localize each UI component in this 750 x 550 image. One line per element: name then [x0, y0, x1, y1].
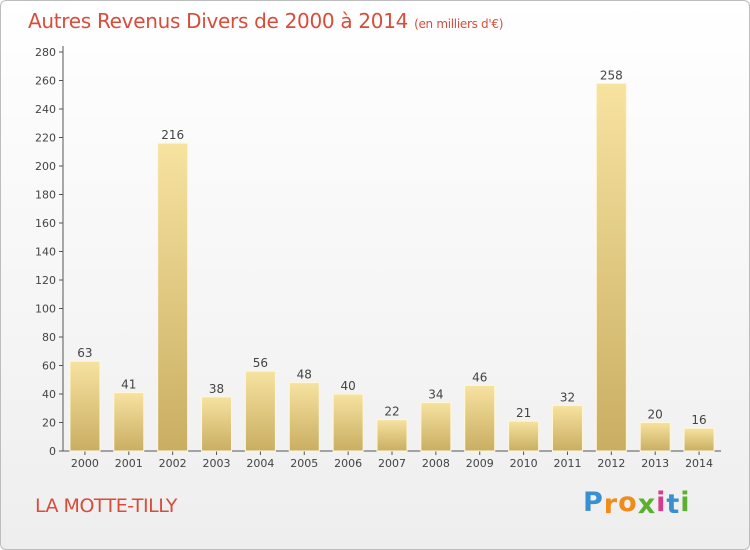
x-tick-label: 2010: [510, 457, 538, 470]
chart-title: Autres Revenus Divers de 2000 à 2014 (en …: [28, 9, 503, 33]
bar: [551, 404, 583, 452]
x-tick-label: 2001: [115, 457, 143, 470]
x-tick-label: 2009: [466, 457, 494, 470]
bar: [420, 402, 452, 452]
logo-letter: i: [656, 487, 667, 518]
y-tick-label: 160: [35, 217, 56, 230]
bar: [113, 392, 145, 452]
bar: [157, 142, 189, 452]
bar-value-label: 258: [600, 68, 623, 82]
bar-value-label: 32: [560, 390, 575, 404]
bar: [69, 360, 101, 452]
logo-letter: t: [666, 489, 681, 520]
location-name: LA MOTTE-TILLY: [35, 495, 177, 517]
chart-title-text: Autres Revenus Divers de 2000 à 2014: [28, 9, 409, 33]
bar: [508, 420, 540, 452]
chart-title-unit: (en milliers d'€): [414, 17, 504, 31]
y-tick-label: 80: [42, 331, 56, 344]
bar-value-label: 63: [77, 346, 92, 360]
x-tick-label: 2007: [378, 457, 406, 470]
bar: [244, 370, 276, 452]
bar: [464, 384, 496, 452]
bar-value-label: 46: [472, 370, 487, 384]
bar: [639, 422, 671, 452]
x-tick-label: 2003: [203, 457, 231, 470]
bar: [332, 393, 364, 452]
x-tick-label: 2013: [641, 457, 669, 470]
bar-value-label: 48: [297, 368, 312, 382]
y-tick-label: 20: [42, 417, 56, 430]
chart-bars: 63 41 216 38 56 48 40 22 34 46 21 32 258 20 16: [69, 68, 715, 452]
bar-value-label: 38: [209, 382, 224, 396]
bar: [595, 82, 627, 452]
bar-value-label: 40: [340, 379, 355, 393]
y-tick-label: 140: [35, 246, 56, 259]
y-tick-label: 100: [35, 303, 56, 316]
x-tick-label: 2000: [71, 457, 99, 470]
proxiti-logo: Proxiti: [583, 487, 691, 520]
bar-value-label: 56: [253, 356, 268, 370]
y-tick-label: 240: [35, 103, 56, 116]
bar-value-label: 16: [691, 413, 706, 427]
y-tick-label: 180: [35, 189, 56, 202]
y-tick-label: 0: [49, 445, 56, 458]
bar: [683, 427, 715, 452]
logo-letter: i: [680, 487, 691, 518]
y-tick-label: 120: [35, 274, 56, 287]
bar-value-label: 22: [384, 405, 399, 419]
bar-value-label: 216: [161, 128, 184, 142]
bar-value-label: 20: [648, 408, 663, 422]
y-tick-label: 40: [42, 388, 56, 401]
bar: [288, 382, 320, 452]
logo-letter: P: [583, 487, 604, 518]
x-tick-label: 2006: [334, 457, 362, 470]
x-tick-label: 2002: [159, 457, 187, 470]
x-tick-label: 2005: [290, 457, 318, 470]
bar-value-label: 41: [121, 378, 136, 392]
x-tick-label: 2008: [422, 457, 450, 470]
y-tick-label: 260: [35, 75, 56, 88]
y-tick-label: 280: [35, 46, 56, 59]
logo-letter: x: [637, 489, 657, 520]
bar-value-label: 21: [516, 406, 531, 420]
bar: [376, 419, 408, 452]
x-tick-label: 2011: [553, 457, 581, 470]
y-tick-label: 60: [42, 360, 56, 373]
chart-axes: 0204060801001201401601802002202402602802…: [35, 46, 721, 470]
x-tick-label: 2004: [246, 457, 274, 470]
logo-letter: o: [618, 487, 638, 518]
y-tick-label: 200: [35, 160, 56, 173]
y-tick-label: 220: [35, 132, 56, 145]
bar: [201, 396, 233, 452]
logo-letter: r: [603, 489, 619, 520]
x-tick-label: 2014: [685, 457, 713, 470]
x-tick-label: 2012: [597, 457, 625, 470]
bar-value-label: 34: [428, 388, 443, 402]
